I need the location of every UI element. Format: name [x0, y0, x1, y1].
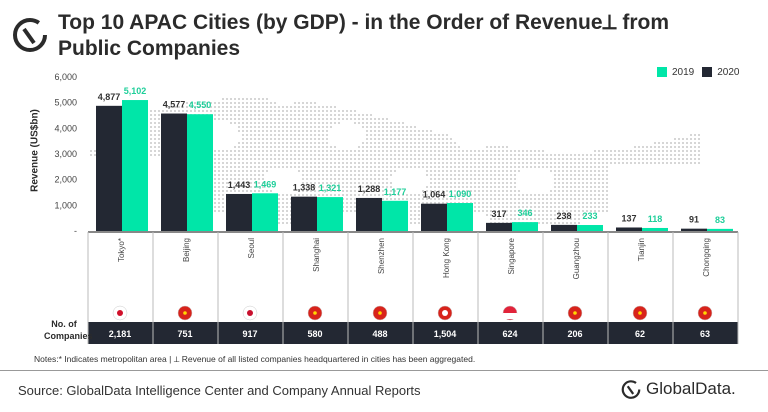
data-label-2020: 1,443 [228, 180, 251, 190]
bar-2019 [642, 227, 668, 231]
divider [0, 370, 768, 371]
bar-2020 [551, 224, 577, 231]
x-tick-label: Seoul [247, 238, 256, 259]
globaldata-logo-icon [13, 18, 47, 52]
data-label-2019: 4,550 [189, 100, 212, 110]
bar-2019 [122, 100, 148, 231]
x-tick-label: Tianjin [637, 238, 646, 261]
company-count: 751 [177, 329, 192, 339]
flag-detail [573, 311, 577, 315]
bar-2020 [226, 193, 252, 231]
bar-2020 [421, 203, 447, 231]
data-label-2020: 1,288 [358, 184, 381, 194]
flag-detail [378, 311, 382, 315]
company-count: 206 [567, 329, 582, 339]
bar-2019 [252, 193, 278, 231]
bar-2019 [707, 228, 733, 231]
x-tick-label: Beijing [182, 238, 191, 262]
company-count: 2,181 [109, 329, 132, 339]
x-tick-label: Chongqing [702, 238, 711, 277]
bar-2020 [681, 228, 707, 231]
data-label-2019: 1,321 [319, 183, 342, 193]
data-label-2019: 118 [648, 214, 663, 224]
bar-2019 [382, 200, 408, 231]
bar-2020 [291, 196, 317, 231]
flag-detail [183, 311, 187, 315]
bar-2020 [486, 222, 512, 231]
bar-2020 [161, 113, 187, 231]
data-label-2020: 4,877 [98, 92, 121, 102]
y-tick-label: 3,000 [54, 149, 77, 159]
y-tick-label: 5,000 [54, 98, 77, 108]
bar-2019 [187, 114, 213, 231]
y-tick-label: - [74, 226, 77, 236]
flag-detail [313, 311, 317, 315]
company-count: 580 [307, 329, 322, 339]
data-label-2020: 1,338 [293, 183, 316, 193]
data-label-2020: 1,064 [423, 190, 446, 200]
company-count: 624 [502, 329, 517, 339]
bar-2019 [447, 203, 473, 231]
legend-item-2019: 2019 [657, 67, 694, 78]
x-tick-label: Shenzhen [377, 238, 386, 274]
source-text: Source: GlobalData Intelligence Center a… [18, 383, 421, 398]
data-label-2019: 5,102 [124, 86, 147, 96]
y-tick-label: 1,000 [54, 200, 77, 210]
company-count: 1,504 [434, 329, 457, 339]
flag-detail [503, 313, 517, 319]
company-count: 917 [242, 329, 257, 339]
y-tick-label: 6,000 [54, 72, 77, 82]
bar-2019 [512, 222, 538, 231]
company-count: 62 [635, 329, 645, 339]
data-label-2019: 1,177 [384, 187, 407, 197]
data-label-2019: 233 [582, 211, 597, 221]
chart-title: Top 10 APAC Cities (by GDP) - in the Ord… [58, 11, 670, 60]
bar-2020 [96, 105, 122, 231]
flag-detail [117, 310, 123, 316]
x-tick-label: Guangzhou [572, 238, 581, 279]
data-label-2019: 346 [517, 208, 532, 218]
data-label-2020: 91 [689, 215, 699, 225]
bar-2020 [616, 227, 642, 231]
data-label-2020: 238 [556, 211, 571, 221]
company-count: 488 [372, 329, 387, 339]
bar-2019 [577, 225, 603, 231]
bar-2020 [356, 197, 382, 231]
data-label-2019: 1,090 [449, 189, 472, 199]
companies-label: No. of Companies [44, 319, 93, 341]
data-label-2020: 4,577 [163, 100, 186, 110]
legend: 2019 2020 [657, 67, 740, 78]
x-tick-label: Tokyo* [117, 238, 126, 262]
flag-detail [442, 310, 448, 316]
notes: Notes:* Indicates metropolitan area | ⟂ … [34, 354, 476, 364]
data-label-2020: 137 [621, 213, 636, 223]
data-label-2020: 317 [491, 209, 506, 219]
bar-2019 [317, 197, 343, 231]
data-label-2019: 1,469 [254, 179, 277, 189]
flag-detail [247, 310, 253, 316]
data-label-2019: 83 [715, 215, 725, 225]
company-count: 63 [700, 329, 710, 339]
y-tick-label: 4,000 [54, 123, 77, 133]
flag-detail [638, 311, 642, 315]
x-tick-label: Singapore [507, 237, 516, 274]
x-tick-label: Shanghai [312, 238, 321, 272]
brand-text: GlobalData. [646, 379, 736, 398]
flag-detail [703, 311, 707, 315]
world-map-dots [90, 98, 700, 224]
legend-item-2020: 2020 [702, 67, 740, 78]
brand-logo: GlobalData. [620, 378, 736, 400]
globaldata-small-logo-icon [621, 380, 641, 399]
y-tick-label: 2,000 [54, 175, 77, 185]
x-tick-label: Hong Kong [442, 238, 451, 278]
